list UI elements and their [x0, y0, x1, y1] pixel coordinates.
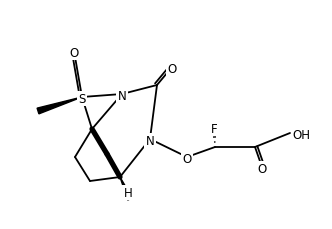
Polygon shape	[120, 177, 132, 200]
Text: F: F	[211, 123, 217, 135]
Text: O: O	[69, 47, 79, 60]
Polygon shape	[37, 98, 82, 114]
Text: OH: OH	[292, 128, 310, 141]
Text: O: O	[182, 152, 192, 165]
Text: O: O	[167, 63, 177, 76]
Text: N: N	[146, 134, 154, 147]
Text: N: N	[118, 90, 126, 103]
Text: H: H	[124, 186, 132, 199]
Text: S: S	[78, 93, 86, 106]
Text: O: O	[257, 162, 267, 175]
